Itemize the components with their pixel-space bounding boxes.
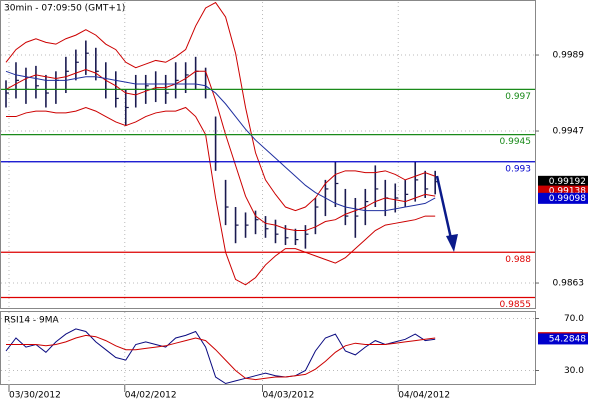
y-tick-label: 0.9989 [553,51,585,61]
x-tick-label: 04/03/2012 [263,391,315,400]
price-tag-label: 0.99098 [549,194,586,204]
overlay-line [5,1,436,212]
x-tick-label: 03/30/2012 [9,391,61,400]
price-tag-label: 54.2848 [549,334,586,344]
x-tick-label: 04/02/2012 [125,391,177,400]
chart-title: 30min - 07:09:50 (GMT+1) [4,4,125,14]
price-tag-label: 0.99192 [549,177,586,187]
overlay-line [5,68,436,232]
y-tick-label: 70.0 [564,314,584,324]
level-label: 0.993 [505,164,531,174]
y-tick-label: 0.9863 [553,279,585,289]
rsi-panel [0,311,536,385]
price-tag [538,185,588,197]
level-label: 0.9855 [500,300,532,310]
rsi-line [5,334,436,381]
level-label: 0.9945 [500,137,532,147]
y-tick-label: 0.9947 [553,127,585,137]
x-tick-label: 04/04/2012 [398,391,450,400]
price-tag [538,333,588,345]
y-tick-label: 30.0 [564,366,584,376]
rsi-line [5,328,436,385]
level-label: 0.988 [505,255,531,265]
level-label: 0.997 [505,92,531,102]
price-tag [538,192,588,204]
price-tag-label: 0.99138 [549,187,586,197]
forecast-arrow [435,175,458,252]
overlay-line [5,70,436,212]
rsi-title: RSI14 - 9MA [4,316,60,326]
price-tag [538,175,588,187]
overlay-line [5,106,436,286]
main-panel [0,0,536,309]
